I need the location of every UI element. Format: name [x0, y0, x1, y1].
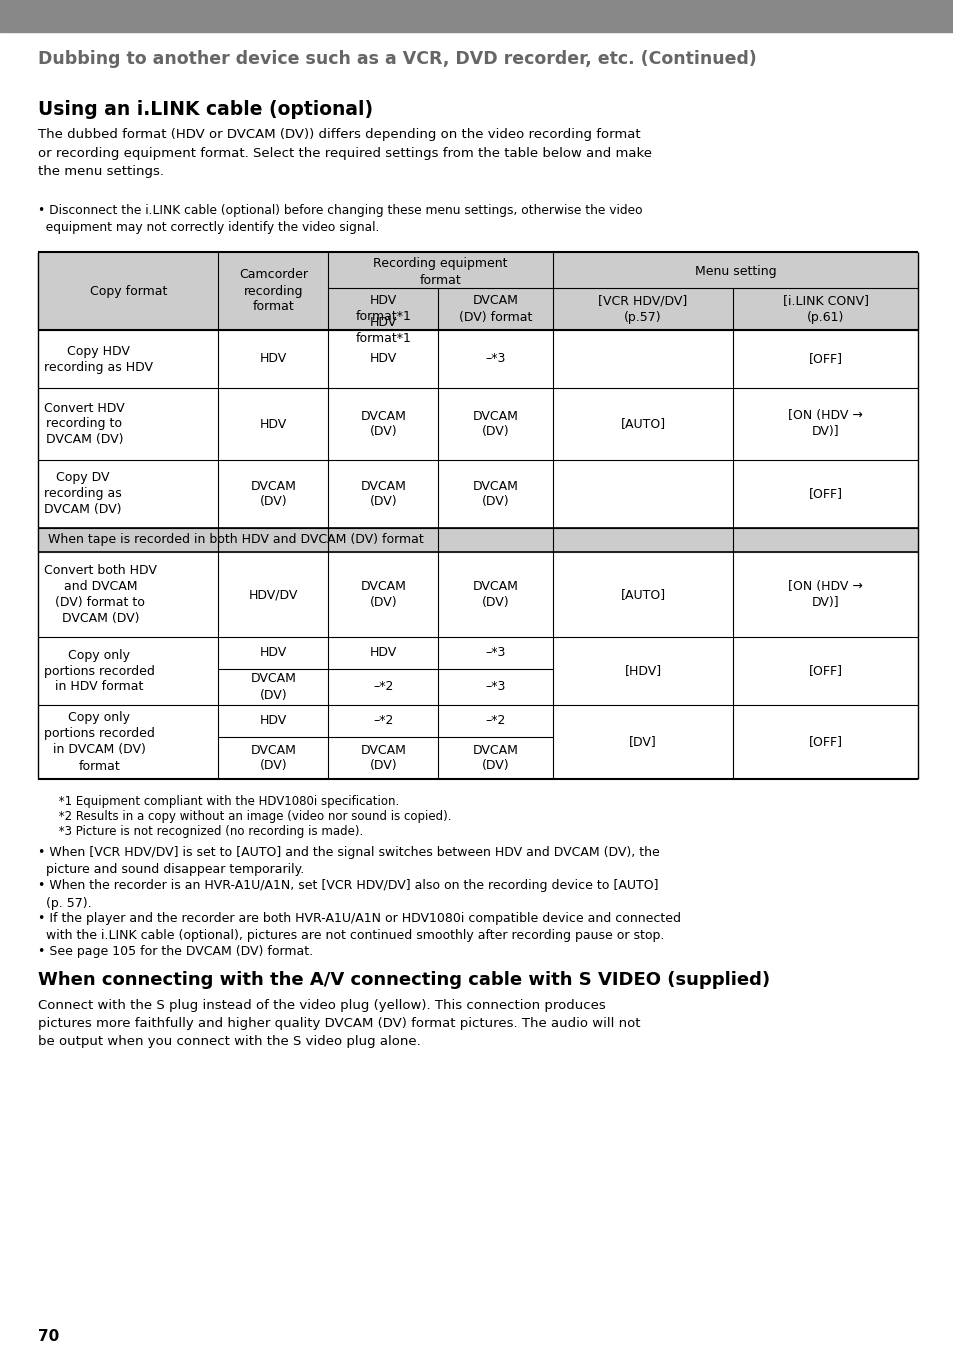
Text: Connect with the S plug instead of the video plug (yellow). This connection prod: Connect with the S plug instead of the v…: [38, 999, 639, 1048]
Text: Copy format: Copy format: [90, 285, 167, 297]
Text: Copy only
portions recorded
in HDV format: Copy only portions recorded in HDV forma…: [44, 649, 154, 693]
Text: HDV
format*1: HDV format*1: [355, 315, 411, 345]
Text: HDV: HDV: [259, 353, 287, 365]
Text: DVCAM
(DV): DVCAM (DV): [251, 479, 296, 509]
Text: Menu setting: Menu setting: [694, 266, 776, 278]
Text: –*3: –*3: [485, 680, 505, 693]
Text: HDV: HDV: [259, 418, 287, 430]
Text: –*2: –*2: [373, 680, 394, 693]
Text: *2 Results in a copy without an image (video nor sound is copied).: *2 Results in a copy without an image (v…: [55, 810, 451, 822]
Text: DVCAM
(DV): DVCAM (DV): [360, 744, 406, 772]
Bar: [38, 528, 917, 552]
Text: When tape is recorded in both HDV and DVCAM (DV) format: When tape is recorded in both HDV and DV…: [48, 533, 423, 547]
Text: • If the player and the recorder are both HVR-A1U/A1N or HDV1080i compatible dev: • If the player and the recorder are bot…: [38, 912, 680, 943]
Text: DVCAM
(DV): DVCAM (DV): [360, 410, 406, 438]
Text: *3 Picture is not recognized (no recording is made).: *3 Picture is not recognized (no recordi…: [55, 825, 363, 839]
Text: [ON (HDV →
DV)]: [ON (HDV → DV)]: [787, 410, 862, 438]
Text: –*2: –*2: [485, 715, 505, 727]
Text: [AUTO]: [AUTO]: [619, 418, 665, 430]
Text: [OFF]: [OFF]: [808, 353, 841, 365]
Text: • See page 105 for the DVCAM (DV) format.: • See page 105 for the DVCAM (DV) format…: [38, 944, 313, 958]
Text: Copy only
portions recorded
in DVCAM (DV)
format: Copy only portions recorded in DVCAM (DV…: [44, 711, 154, 772]
Text: DVCAM
(DV): DVCAM (DV): [472, 410, 518, 438]
Text: Using an i.LINK cable (optional): Using an i.LINK cable (optional): [38, 100, 373, 119]
Bar: [0, 0, 953, 33]
Text: [VCR HDV/DV]
(p.57): [VCR HDV/DV] (p.57): [598, 294, 687, 323]
Text: Copy HDV
recording as HDV: Copy HDV recording as HDV: [44, 345, 152, 373]
Text: Dubbing to another device such as a VCR, DVD recorder, etc. (Continued): Dubbing to another device such as a VCR,…: [38, 50, 756, 68]
Text: DVCAM
(DV): DVCAM (DV): [251, 673, 296, 702]
Text: HDV: HDV: [259, 646, 287, 660]
Text: • Disconnect the i.LINK cable (optional) before changing these menu settings, ot: • Disconnect the i.LINK cable (optional)…: [38, 204, 642, 235]
Text: Camcorder
recording
format: Camcorder recording format: [238, 269, 308, 313]
Bar: [38, 252, 917, 330]
Text: HDV/DV: HDV/DV: [249, 588, 297, 601]
Text: DVCAM
(DV): DVCAM (DV): [472, 579, 518, 609]
Text: • When [VCR HDV/DV] is set to [AUTO] and the signal switches between HDV and DVC: • When [VCR HDV/DV] is set to [AUTO] and…: [38, 845, 659, 877]
Text: DVCAM
(DV) format: DVCAM (DV) format: [458, 294, 532, 323]
Text: [AUTO]: [AUTO]: [619, 588, 665, 601]
Text: [DV]: [DV]: [628, 735, 657, 749]
Text: Copy DV
recording as
DVCAM (DV): Copy DV recording as DVCAM (DV): [44, 471, 122, 517]
Text: DVCAM
(DV): DVCAM (DV): [472, 479, 518, 509]
Text: –*3: –*3: [485, 353, 505, 365]
Text: *1 Equipment compliant with the HDV1080i specification.: *1 Equipment compliant with the HDV1080i…: [55, 795, 399, 807]
Text: [OFF]: [OFF]: [808, 487, 841, 501]
Text: [ON (HDV →
DV)]: [ON (HDV → DV)]: [787, 579, 862, 609]
Text: –*3: –*3: [485, 646, 505, 660]
Text: 70: 70: [38, 1329, 59, 1343]
Text: HDV
format*1: HDV format*1: [355, 294, 411, 323]
Text: Recording equipment
format: Recording equipment format: [373, 258, 507, 286]
Text: HDV: HDV: [370, 353, 396, 365]
Text: [HDV]: [HDV]: [624, 665, 660, 677]
Text: Convert HDV
recording to
DVCAM (DV): Convert HDV recording to DVCAM (DV): [44, 402, 125, 446]
Text: DVCAM
(DV): DVCAM (DV): [360, 579, 406, 609]
Text: Convert both HDV
and DVCAM
(DV) format to
DVCAM (DV): Convert both HDV and DVCAM (DV) format t…: [44, 565, 156, 626]
Text: DVCAM
(DV): DVCAM (DV): [251, 744, 296, 772]
Text: HDV: HDV: [370, 646, 396, 660]
Text: [OFF]: [OFF]: [808, 735, 841, 749]
Text: DVCAM
(DV): DVCAM (DV): [360, 479, 406, 509]
Text: [OFF]: [OFF]: [808, 665, 841, 677]
Text: DVCAM
(DV): DVCAM (DV): [472, 744, 518, 772]
Text: When connecting with the A/V connecting cable with S VIDEO (supplied): When connecting with the A/V connecting …: [38, 972, 769, 989]
Text: The dubbed format (HDV or DVCAM (DV)) differs depending on the video recording f: The dubbed format (HDV or DVCAM (DV)) di…: [38, 128, 651, 178]
Text: • When the recorder is an HVR-A1U/A1N, set [VCR HDV/DV] also on the recording de: • When the recorder is an HVR-A1U/A1N, s…: [38, 879, 658, 909]
Text: –*2: –*2: [373, 715, 394, 727]
Text: HDV: HDV: [259, 715, 287, 727]
Text: [i.LINK CONV]
(p.61): [i.LINK CONV] (p.61): [781, 294, 867, 323]
